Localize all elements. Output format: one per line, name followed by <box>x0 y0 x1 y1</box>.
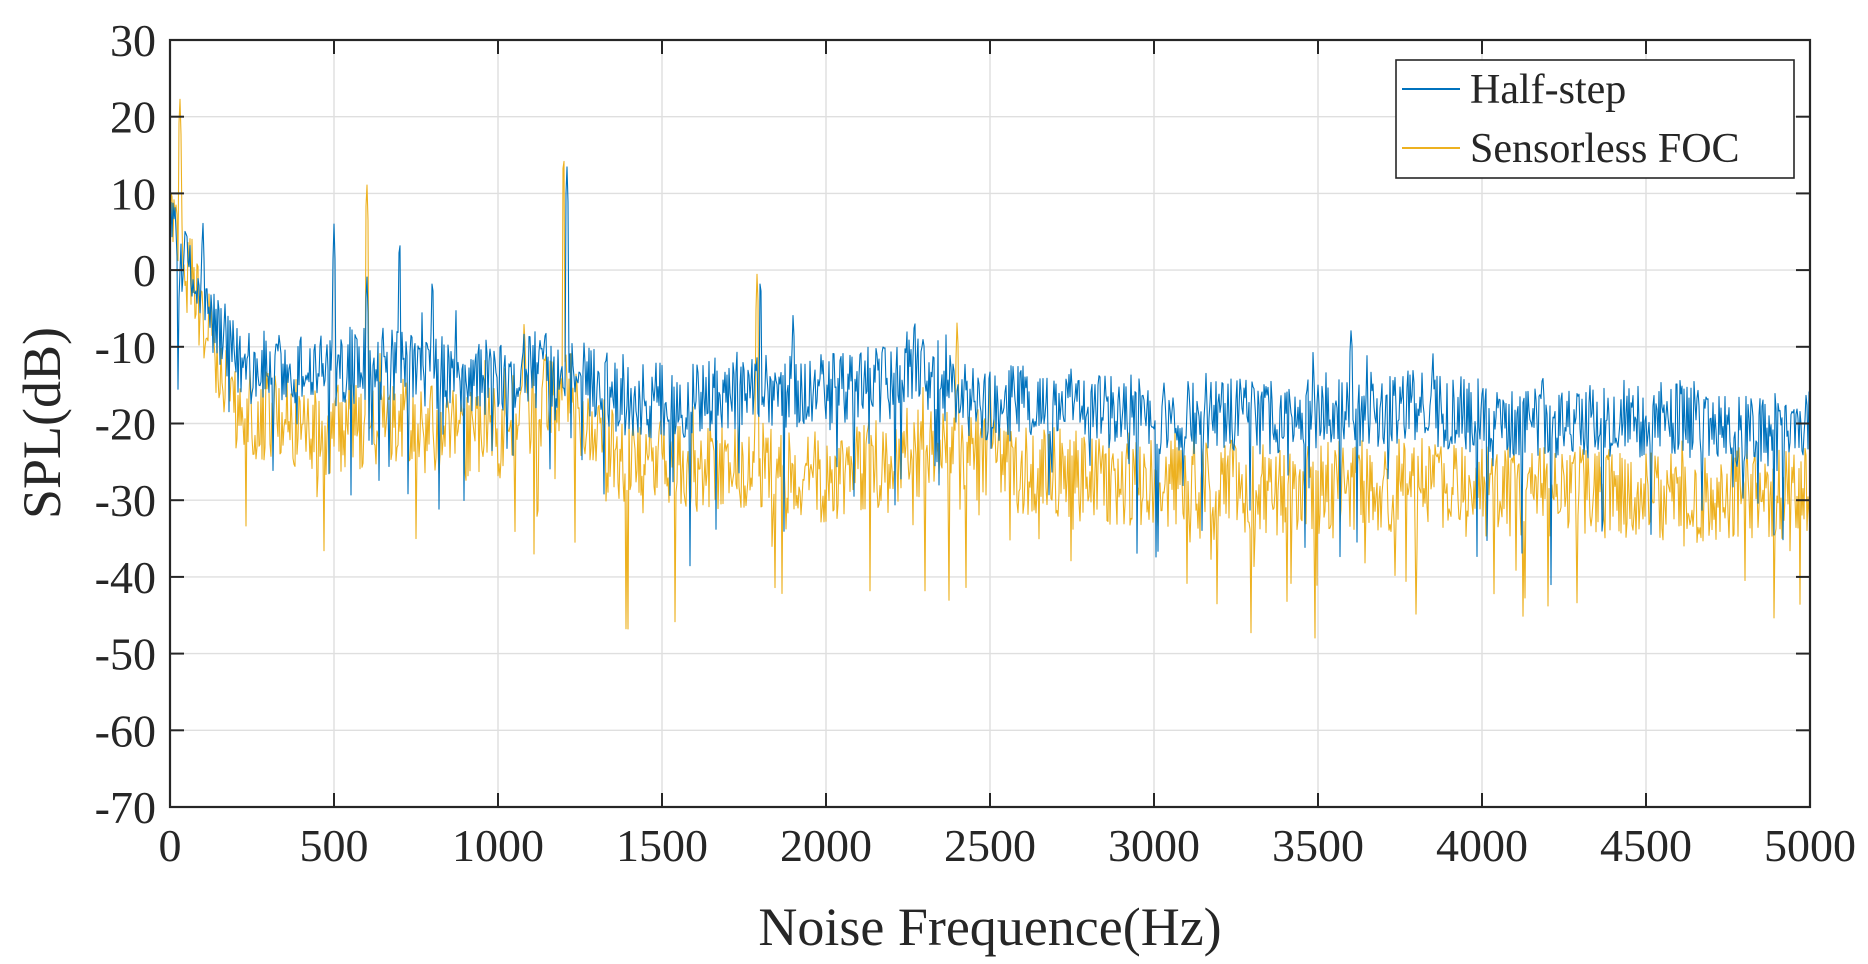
y-tick-label-7: 0 <box>133 245 156 296</box>
y-tick-label-10: 30 <box>110 15 156 66</box>
x-tick-label-10: 5000 <box>1764 820 1856 871</box>
y-axis-label: SPL(dB) <box>12 327 72 519</box>
x-tick-label-5: 2500 <box>944 820 1036 871</box>
y-tick-label-9: 20 <box>110 92 156 143</box>
y-tick-label-5: -20 <box>95 399 156 450</box>
legend-box <box>1395 59 1795 179</box>
series-layer <box>169 98 1811 639</box>
y-tick-label-6: -10 <box>95 322 156 373</box>
axis-ticks: 0 500 1000 1500 2000 2500 3000 3500 4000 4500 5000… <box>95 15 1856 871</box>
grid <box>170 40 1810 807</box>
y-tick-label-1: -60 <box>95 705 156 756</box>
y-tick-label-0: -70 <box>95 782 156 833</box>
x-tick-label-7: 3500 <box>1272 820 1364 871</box>
y-tick-label-4: -30 <box>95 475 156 526</box>
legend: Half-step Sensorless FOC <box>1395 59 1795 179</box>
legend-label-sensorless-foc: Sensorless FOC <box>1470 126 1740 172</box>
x-tick-label-6: 3000 <box>1108 820 1200 871</box>
y-tick-label-3: -40 <box>95 552 156 603</box>
legend-label-half-step: Half-step <box>1470 67 1626 113</box>
x-tick-label-1: 500 <box>300 820 369 871</box>
y-tick-label-8: 10 <box>110 168 156 219</box>
x-tick-label-4: 2000 <box>780 820 872 871</box>
x-axis-label: Noise Frequence(Hz) <box>758 897 1221 957</box>
y-tick-label-2: -50 <box>95 629 156 680</box>
x-tick-label-2: 1000 <box>452 820 544 871</box>
x-tick-label-0: 0 <box>159 820 182 871</box>
x-tick-label-9: 4500 <box>1600 820 1692 871</box>
x-tick-label-8: 4000 <box>1436 820 1528 871</box>
x-tick-label-3: 1500 <box>616 820 708 871</box>
series-line-half-step <box>169 166 1811 586</box>
